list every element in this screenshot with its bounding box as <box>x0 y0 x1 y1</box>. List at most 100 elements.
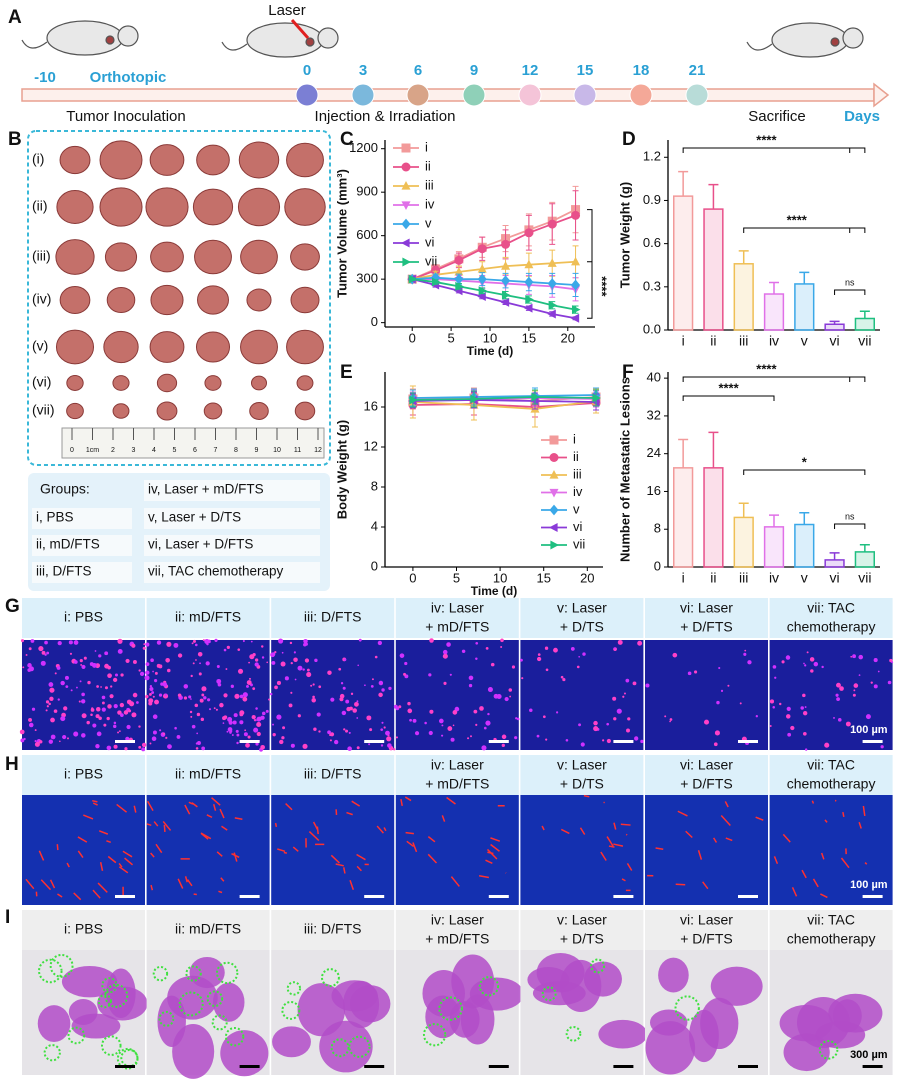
vessel <box>725 837 733 842</box>
stain <box>192 639 196 643</box>
vessel <box>92 889 101 899</box>
image-header <box>146 755 270 795</box>
stain <box>785 655 791 660</box>
vessel <box>626 863 633 871</box>
annotation: **** <box>718 380 739 395</box>
annotation: **** <box>595 276 610 297</box>
stain <box>190 698 192 700</box>
vessel <box>308 830 320 842</box>
vessel <box>782 833 791 843</box>
stain <box>438 718 444 724</box>
y-axis-label: Tumor Volume (mm³) <box>334 169 349 298</box>
stain <box>106 745 112 751</box>
stain <box>226 730 229 733</box>
micrograph: 100 µm <box>769 795 893 905</box>
days-label: Days <box>844 108 880 125</box>
stain <box>95 714 100 719</box>
vessel <box>283 851 288 854</box>
ruler-label: 2 <box>111 447 115 454</box>
timeline-arrow <box>21 82 890 108</box>
stain <box>485 720 491 726</box>
scale-bar <box>488 1065 509 1068</box>
stain <box>378 692 383 698</box>
stain <box>248 661 251 664</box>
vessel <box>697 850 703 860</box>
stain <box>429 638 434 643</box>
marker <box>470 394 479 404</box>
stain <box>125 736 130 741</box>
day-marker <box>573 83 597 107</box>
marker <box>548 300 558 310</box>
stain <box>452 724 455 727</box>
image-header-label: iii: D/FTS <box>304 609 362 625</box>
stain <box>424 721 427 725</box>
stain <box>203 696 207 700</box>
stain <box>637 640 643 646</box>
image-header-label: v: Laser <box>557 912 607 928</box>
stain <box>853 683 859 688</box>
micrograph <box>146 950 270 1079</box>
vessel <box>106 840 112 844</box>
image-header <box>146 910 270 950</box>
stain <box>131 643 136 648</box>
panel-label: H <box>5 754 19 775</box>
vessel <box>343 867 346 874</box>
stain <box>44 653 47 656</box>
stain <box>177 653 183 658</box>
stain <box>148 692 152 696</box>
x-axis-label: Time (d) <box>471 584 517 598</box>
stain <box>340 682 344 685</box>
bar <box>763 526 785 568</box>
stain <box>755 715 758 718</box>
stain <box>243 732 248 737</box>
stain <box>327 670 332 675</box>
stain <box>40 660 46 666</box>
image-bg <box>520 795 644 905</box>
legend-label: iv <box>573 484 583 499</box>
scale-bar <box>862 740 883 743</box>
vessel <box>840 857 850 869</box>
stain <box>800 706 804 710</box>
stain <box>790 725 795 731</box>
stain <box>545 738 548 741</box>
stain <box>228 728 230 730</box>
stain <box>239 720 244 725</box>
stain <box>802 731 807 736</box>
stain <box>222 722 225 724</box>
stain <box>475 641 479 645</box>
micrograph <box>271 950 395 1075</box>
marker <box>401 238 410 248</box>
lung-lobe <box>700 997 739 1050</box>
stain <box>234 693 240 699</box>
stain <box>544 646 549 650</box>
stain <box>383 726 386 729</box>
stain <box>837 718 842 722</box>
stain <box>73 731 79 737</box>
ruler-label: 12 <box>314 447 322 454</box>
vessel <box>383 827 387 832</box>
group-item: iv, Laser + mD/FTS <box>148 482 264 497</box>
stain <box>96 685 99 688</box>
error-bar <box>859 310 870 319</box>
group-item: vii, TAC chemotherapy <box>148 564 284 579</box>
lung-lobe <box>297 983 346 1037</box>
lung-lobe <box>213 982 245 1022</box>
stain <box>196 712 201 717</box>
lesion <box>438 996 463 1021</box>
stain <box>450 737 455 742</box>
stain <box>374 655 378 659</box>
stain <box>190 715 193 718</box>
stain <box>664 715 667 718</box>
stain <box>640 739 644 744</box>
micrograph <box>22 950 148 1075</box>
stain <box>873 684 878 689</box>
bar <box>854 317 875 331</box>
ruler-label: 3 <box>132 447 136 454</box>
stain <box>403 672 406 676</box>
stain <box>107 704 112 709</box>
stain <box>496 694 502 700</box>
lung-lobe <box>319 1020 373 1073</box>
marker <box>431 277 441 287</box>
vessel <box>446 796 456 805</box>
stain <box>479 706 484 711</box>
